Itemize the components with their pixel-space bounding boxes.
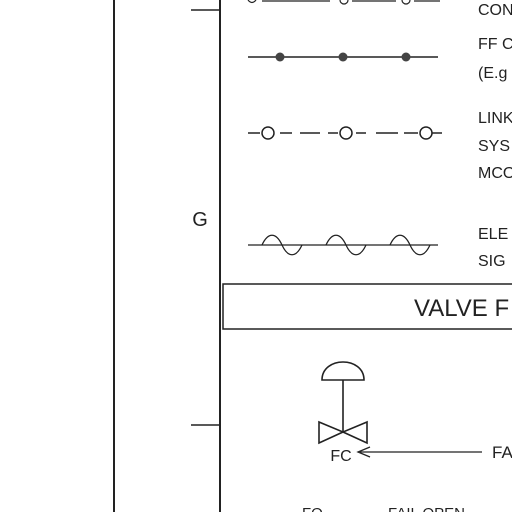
legend-row-ff: FF C (E.g [248,36,512,82]
callout-arrow [356,446,482,458]
legend-desc: SYS [478,138,510,155]
legend-desc: CON [478,2,512,19]
section-header-box [222,283,512,330]
ff-dot [338,52,348,62]
callout-label: FA [492,443,512,462]
footnote-abbrev: FO [302,505,323,512]
legend-row-link: LINK SYS MCO [248,110,512,182]
ff-dot [401,52,411,62]
link-circle [339,126,353,140]
legend-desc: FF C [478,36,512,53]
valve-body-right [341,420,368,445]
section-header: VALVE F [222,283,512,330]
link-line-symbol [248,126,442,140]
em-wave-symbol [248,234,438,256]
section-header-title: VALVE F [414,295,509,322]
legend-row-top: CON [247,0,512,19]
link-circle [261,126,275,140]
valve-body-left [318,420,345,445]
ff-dot [275,52,285,62]
legend-desc: LINK [478,110,512,127]
footnote-meaning: FAIL OPEN [388,505,465,512]
legend-desc: ELE [478,226,508,243]
ff-line-symbol [248,52,438,62]
partial-symbol [247,0,440,5]
actuator-dome [321,361,365,381]
valve-symbol [318,361,368,445]
valve-tag: FC [330,448,351,465]
legend-desc: (E.g [478,65,507,82]
legend-row-electromagnetic: ELE SIG [248,226,508,270]
legend-desc: MCO [478,165,512,182]
zone-label: G [192,209,208,231]
legend-desc: SIG [478,253,506,270]
link-circle [419,126,433,140]
